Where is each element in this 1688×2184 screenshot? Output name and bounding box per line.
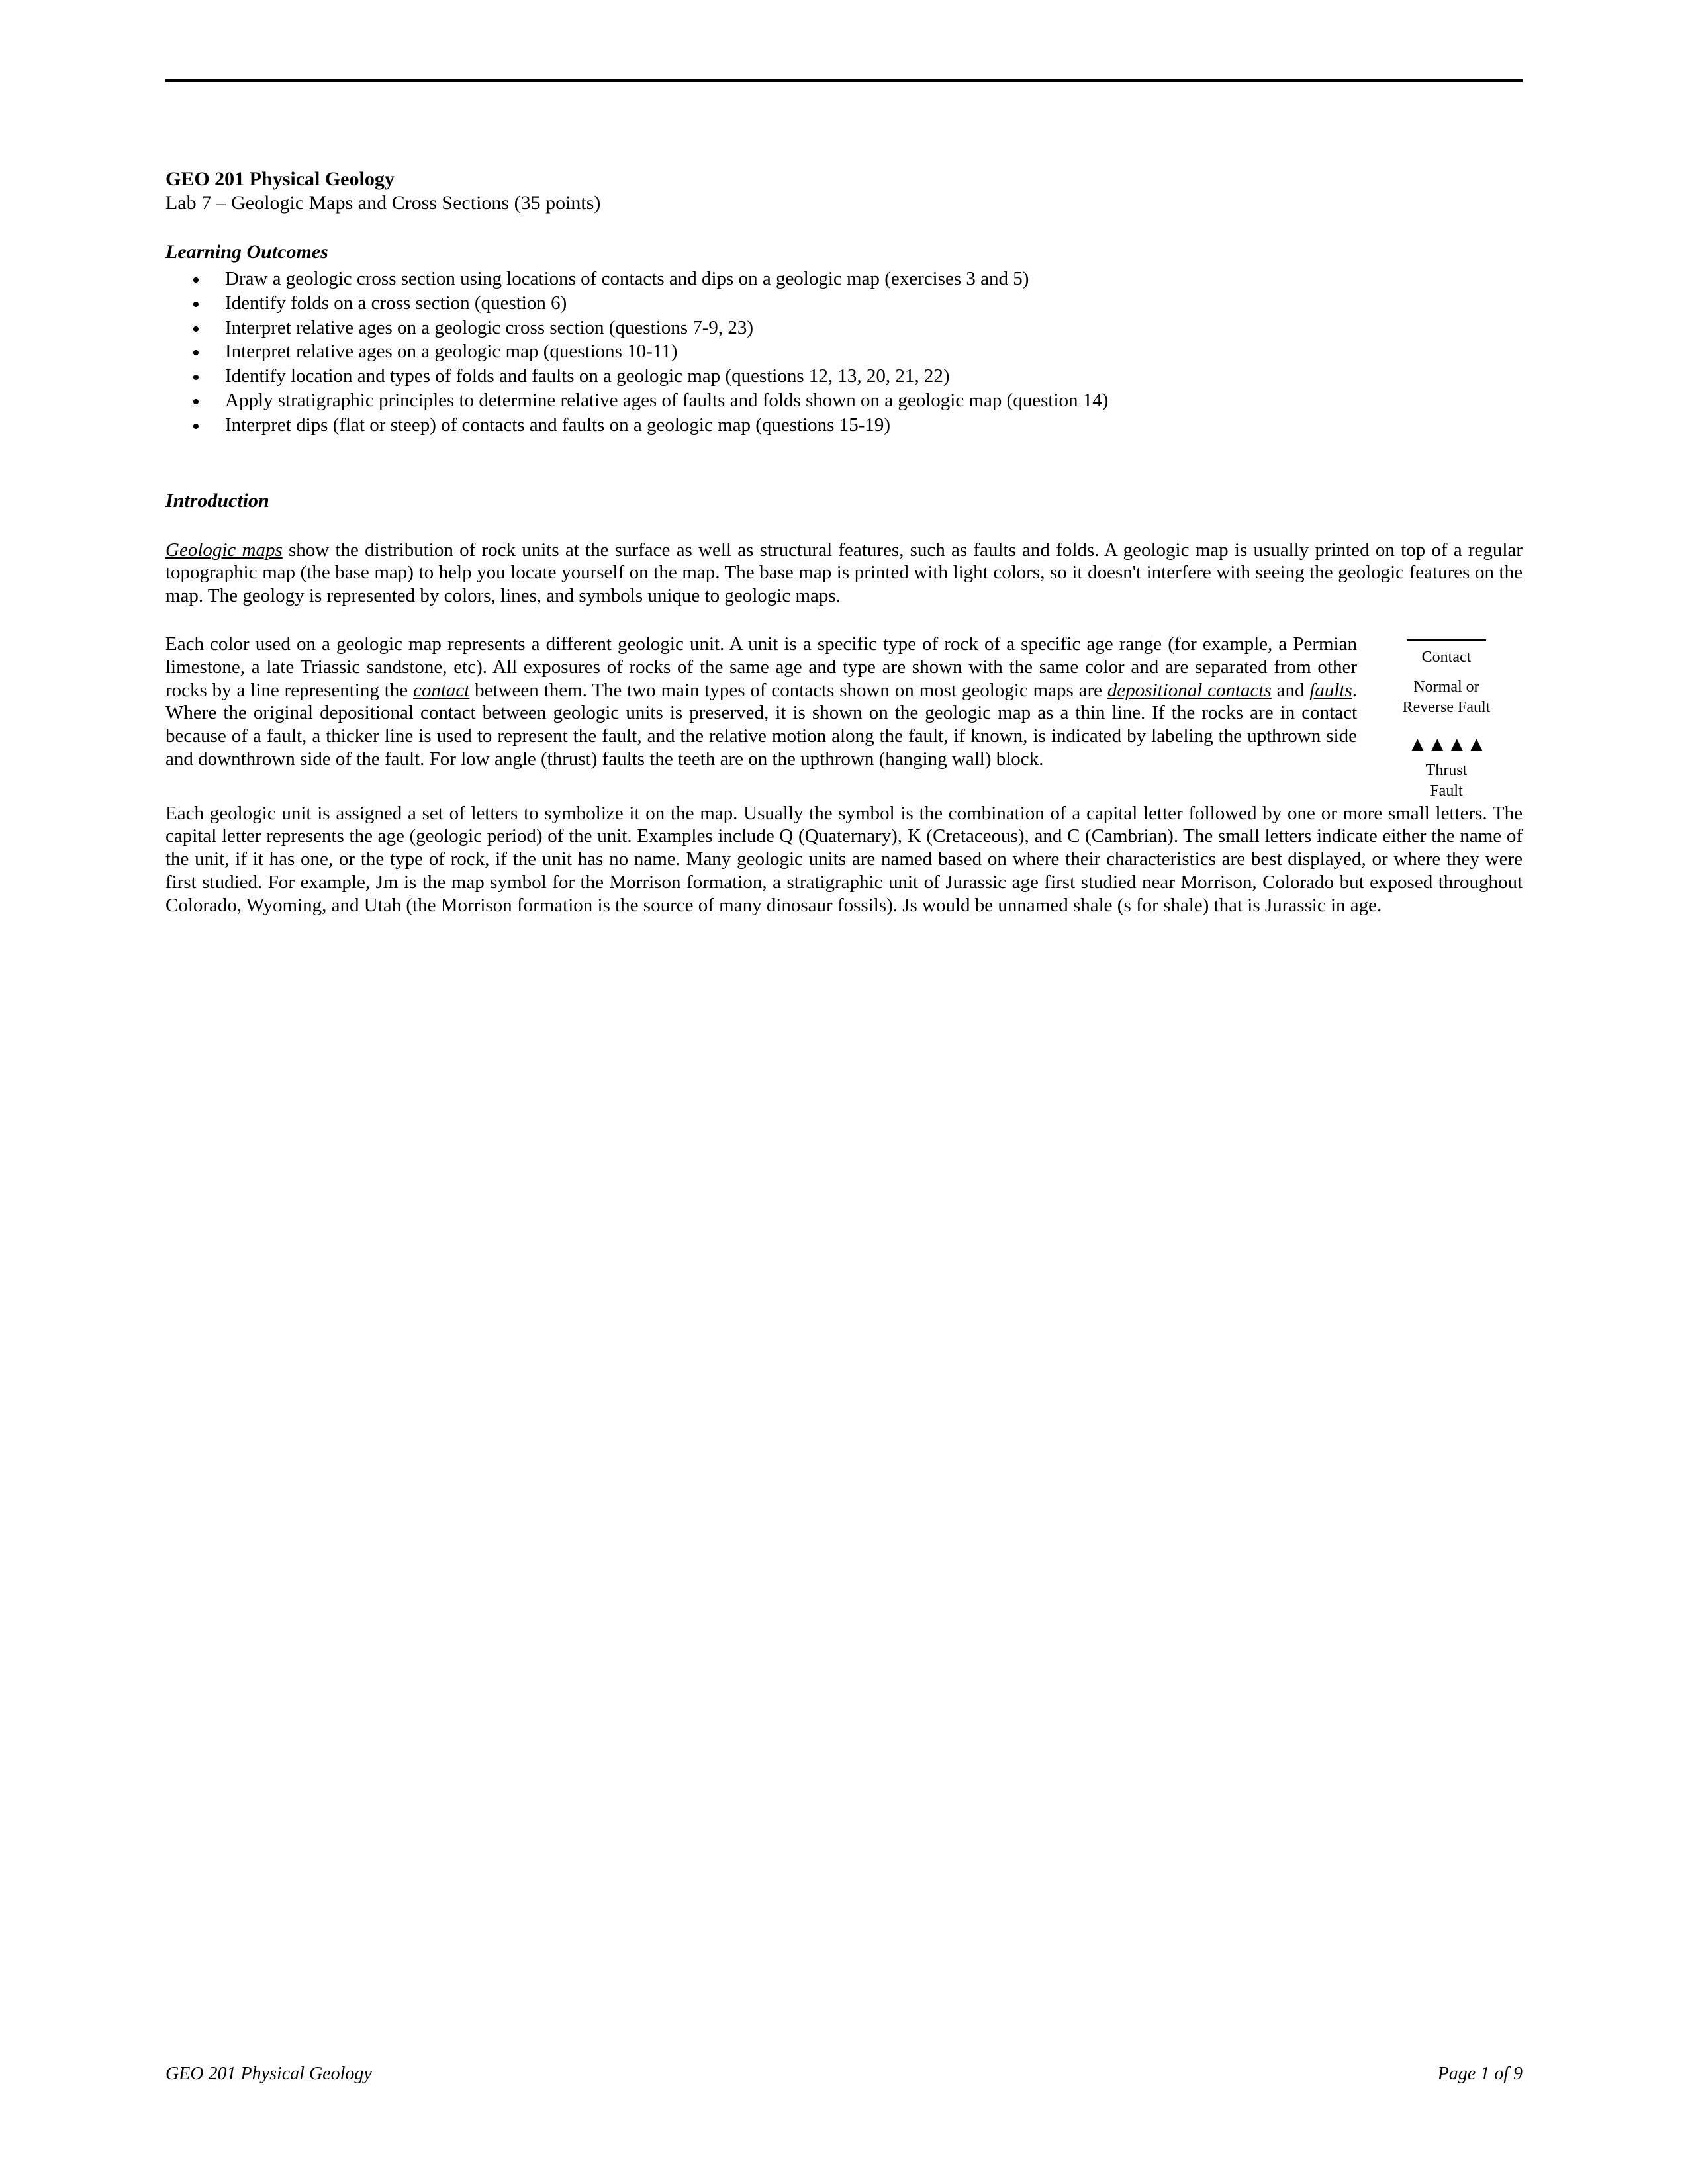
page-footer: GEO 201 Physical Geology Page 1 of 9: [165, 2064, 1523, 2085]
list-item: Draw a geologic cross section using loca…: [192, 267, 1523, 291]
text-run: show the distribution of rock units at t…: [165, 539, 1523, 607]
footer-left: GEO 201 Physical Geology: [165, 2064, 372, 2085]
list-item: Identify folds on a cross section (quest…: [192, 292, 1523, 315]
map-symbol-legend: Contact Normal or Reverse Fault ▲▲▲▲ Thr…: [1370, 633, 1523, 802]
learning-outcomes-list: Draw a geologic cross section using loca…: [165, 267, 1523, 437]
course-title: GEO 201 Physical Geology: [165, 168, 1523, 191]
lab-subtitle: Lab 7 – Geologic Maps and Cross Sections…: [165, 192, 1523, 214]
intro-paragraph-3: Each geologic unit is assigned a set of …: [165, 802, 1523, 917]
introduction-heading: Introduction: [165, 490, 1523, 512]
contact-line-symbol: [1407, 639, 1486, 641]
list-item: Interpret dips (flat or steep) of contac…: [192, 414, 1523, 437]
thrust-label-line2: Fault: [1370, 781, 1523, 801]
thrust-label-line1: Thrust: [1370, 760, 1523, 781]
intro-paragraph-2-container: Contact Normal or Reverse Fault ▲▲▲▲ Thr…: [165, 633, 1523, 771]
keyword-depositional-contacts: depositional contacts: [1107, 680, 1272, 701]
list-item: Interpret relative ages on a geologic cr…: [192, 316, 1523, 340]
intro-paragraph-1: Geologic maps show the distribution of r…: [165, 539, 1523, 608]
contact-label: Contact: [1370, 647, 1523, 668]
keyword-geologic-maps: Geologic maps: [165, 539, 283, 561]
top-horizontal-rule: [165, 79, 1523, 82]
list-item: Interpret relative ages on a geologic ma…: [192, 340, 1523, 363]
text-run: between them. The two main types of cont…: [469, 680, 1107, 701]
keyword-faults: faults: [1309, 680, 1352, 701]
learning-outcomes-heading: Learning Outcomes: [165, 241, 1523, 263]
document-page: GEO 201 Physical Geology Lab 7 – Geologi…: [0, 0, 1688, 2184]
thrust-teeth-icon: ▲▲▲▲: [1370, 731, 1523, 758]
list-item: Identify location and types of folds and…: [192, 365, 1523, 388]
normal-reverse-label-line1: Normal or: [1370, 677, 1523, 698]
keyword-contact: contact: [413, 680, 469, 701]
list-item: Apply stratigraphic principles to determ…: [192, 389, 1523, 412]
text-run: and: [1272, 680, 1310, 701]
normal-reverse-label-line2: Reverse Fault: [1370, 698, 1523, 718]
footer-right: Page 1 of 9: [1438, 2064, 1523, 2085]
